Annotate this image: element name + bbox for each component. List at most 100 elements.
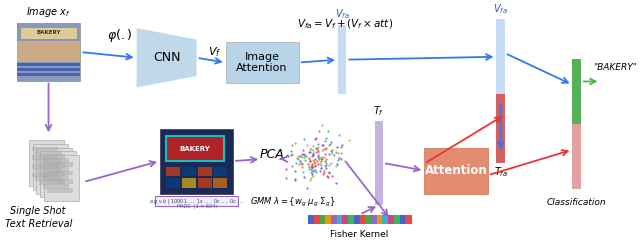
Bar xyxy=(213,178,227,188)
Point xyxy=(303,162,313,166)
Point xyxy=(328,153,339,157)
Text: Classification: Classification xyxy=(546,198,606,207)
Point xyxy=(323,143,333,147)
Bar xyxy=(33,144,68,190)
Point xyxy=(313,155,323,159)
Point xyxy=(302,143,312,146)
Bar xyxy=(394,215,400,224)
Point xyxy=(310,157,320,161)
Point xyxy=(305,159,315,163)
Point xyxy=(323,130,333,133)
Point xyxy=(300,159,310,162)
Bar xyxy=(319,215,326,224)
Bar xyxy=(371,215,377,224)
Point xyxy=(307,162,317,166)
Point xyxy=(320,139,330,143)
Bar xyxy=(40,151,76,197)
Point xyxy=(305,176,316,180)
Point xyxy=(297,162,307,165)
Point xyxy=(297,152,307,156)
Point xyxy=(292,157,303,161)
Bar xyxy=(572,124,580,189)
Point xyxy=(308,151,318,155)
Point xyxy=(305,159,315,163)
Bar xyxy=(31,173,58,177)
Point xyxy=(299,138,309,141)
Bar xyxy=(331,215,337,224)
Bar xyxy=(31,155,58,160)
Bar xyxy=(166,167,180,176)
Point xyxy=(308,174,318,178)
Point xyxy=(282,154,292,157)
Point xyxy=(327,151,337,155)
Point xyxy=(308,165,318,169)
Point xyxy=(311,170,321,174)
Bar xyxy=(31,147,58,151)
Point xyxy=(305,150,315,154)
Bar xyxy=(47,179,73,184)
Point xyxy=(313,149,323,153)
Point xyxy=(316,161,326,165)
Point xyxy=(306,164,316,168)
Bar xyxy=(374,121,383,205)
Point xyxy=(287,144,297,147)
Bar xyxy=(20,27,77,39)
Point xyxy=(314,129,324,133)
Point xyxy=(298,170,308,174)
Point xyxy=(317,148,327,152)
Point xyxy=(325,143,335,146)
Point xyxy=(307,167,317,171)
Point xyxy=(308,148,318,152)
Point xyxy=(306,167,316,171)
Text: Attention: Attention xyxy=(425,164,488,177)
Bar xyxy=(35,176,61,181)
Text: Image
Attention: Image Attention xyxy=(236,52,288,73)
Point xyxy=(285,153,296,157)
Point xyxy=(307,172,317,176)
Point xyxy=(317,155,327,159)
Point xyxy=(337,143,347,147)
Point xyxy=(310,163,320,167)
Point xyxy=(299,154,309,157)
Bar xyxy=(17,41,81,62)
Bar xyxy=(39,180,65,185)
Point xyxy=(310,168,320,172)
Bar xyxy=(572,59,580,124)
Point xyxy=(290,141,300,145)
Point xyxy=(290,177,300,181)
Bar xyxy=(325,215,332,224)
Bar xyxy=(338,25,346,94)
Point xyxy=(309,160,319,164)
Point xyxy=(294,162,305,166)
Bar xyxy=(47,171,73,175)
Text: $V_{fa} = V_f + (V_f \times att)$: $V_{fa} = V_f + (V_f \times att)$ xyxy=(296,18,393,31)
Point xyxy=(320,159,330,163)
Point xyxy=(298,155,308,159)
Point xyxy=(316,159,326,163)
Point xyxy=(315,169,325,173)
Point xyxy=(304,165,314,169)
Point xyxy=(323,170,333,174)
Bar xyxy=(39,163,65,168)
Point xyxy=(323,152,333,156)
Bar xyxy=(17,62,81,81)
Bar xyxy=(31,164,58,169)
Text: $T_{fa}$: $T_{fa}$ xyxy=(493,165,508,179)
Bar xyxy=(182,178,196,188)
Point xyxy=(296,161,306,165)
Point xyxy=(317,157,327,161)
Bar xyxy=(43,158,69,163)
Point xyxy=(310,137,320,141)
Point xyxy=(320,164,330,168)
Point xyxy=(311,136,321,140)
Text: Image $x_f$: Image $x_f$ xyxy=(26,5,71,18)
Point xyxy=(295,154,305,158)
Point xyxy=(333,133,344,137)
Point xyxy=(308,169,319,173)
Point xyxy=(291,161,301,165)
Point xyxy=(336,145,346,149)
Point xyxy=(321,162,331,165)
Text: Fisher Kernel: Fisher Kernel xyxy=(330,230,388,239)
Bar xyxy=(354,215,360,224)
Point xyxy=(293,154,303,158)
